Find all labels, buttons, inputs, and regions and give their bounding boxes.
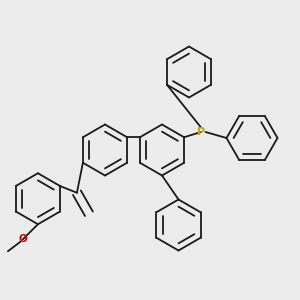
Text: O: O (19, 234, 27, 244)
Text: P: P (197, 127, 205, 137)
